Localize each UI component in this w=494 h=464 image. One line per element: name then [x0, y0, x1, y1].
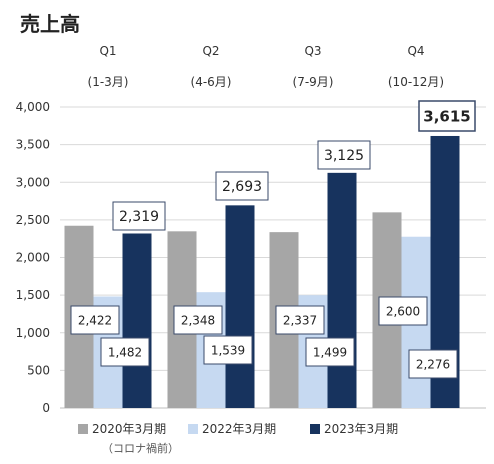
chart-title: 売上高: [20, 12, 80, 36]
data-label: 2,337: [283, 313, 317, 327]
data-label-box: [112, 201, 166, 231]
data-label-box: [173, 305, 223, 335]
x-subcategory-label: (4-6月): [191, 75, 232, 89]
x-category-label: Q3: [304, 44, 321, 58]
legend: 2020年3月期 （コロナ禍前） 2022年3月期 2023年3月期: [78, 420, 488, 460]
data-label: 2,276: [416, 357, 450, 371]
data-label: 2,319: [119, 209, 159, 225]
data-label: 1,499: [313, 345, 347, 359]
data-label: 2,348: [181, 313, 215, 327]
legend-label-2020: 2020年3月期: [92, 422, 167, 436]
legend-label-2023: 2023年3月期: [324, 422, 399, 436]
y-tick-label: 3,000: [16, 175, 50, 189]
y-tick-label: 4,000: [16, 100, 50, 114]
bar-s2023: [225, 205, 255, 408]
data-label-box: [215, 171, 269, 201]
legend-swatch-2022: [188, 424, 198, 434]
legend-note: （コロナ禍前）: [102, 442, 179, 455]
data-label-box: [418, 100, 476, 132]
bar-s2023: [122, 233, 152, 408]
y-tick-label: 2,000: [16, 251, 50, 265]
x-subcategory-label: (7-9月): [293, 75, 334, 89]
legend-item-2020: 2020年3月期: [78, 420, 166, 437]
data-label-box: [203, 335, 253, 365]
legend-label-2022: 2022年3月期: [202, 422, 277, 436]
y-tick-label: 2,500: [16, 213, 50, 227]
x-category-label: Q2: [202, 44, 219, 58]
x-subcategory-label: (1-3月): [88, 75, 129, 89]
x-category-label: Q4: [407, 44, 424, 58]
legend-swatch-2023: [310, 424, 320, 434]
legend-swatch-2020: [78, 424, 88, 434]
data-label: 2,693: [222, 179, 262, 195]
data-label-box: [378, 296, 428, 326]
data-label: 2,600: [386, 304, 420, 318]
y-tick-label: 3,500: [16, 138, 50, 152]
data-label: 1,482: [108, 345, 142, 359]
x-subcategory-label: (10-12月): [388, 75, 444, 89]
bar-chart: 0 500 1,000 1,500 2,000 2,500 3,000 3,500 4,000 Q…: [16, 44, 486, 415]
legend-item-2023: 2023年3月期: [310, 420, 398, 437]
data-label-box: [317, 140, 371, 170]
data-label: 3,125: [324, 148, 364, 164]
data-label-box: [100, 337, 150, 367]
legend-item-2022: 2022年3月期: [188, 420, 276, 437]
data-label: 3,615: [423, 107, 470, 125]
data-label: 2,422: [78, 313, 112, 327]
data-label-box: [70, 305, 120, 335]
y-tick-label: 500: [27, 363, 50, 377]
x-category-label: Q1: [99, 44, 116, 58]
data-label-box: [275, 305, 325, 335]
data-label-box: [408, 349, 458, 379]
y-tick-label: 1,500: [16, 288, 50, 302]
data-label-box: [305, 337, 355, 367]
y-tick-label: 0: [42, 401, 50, 415]
bar-s2023: [327, 172, 357, 408]
data-label: 1,539: [211, 343, 245, 357]
y-tick-label: 1,000: [16, 326, 50, 340]
